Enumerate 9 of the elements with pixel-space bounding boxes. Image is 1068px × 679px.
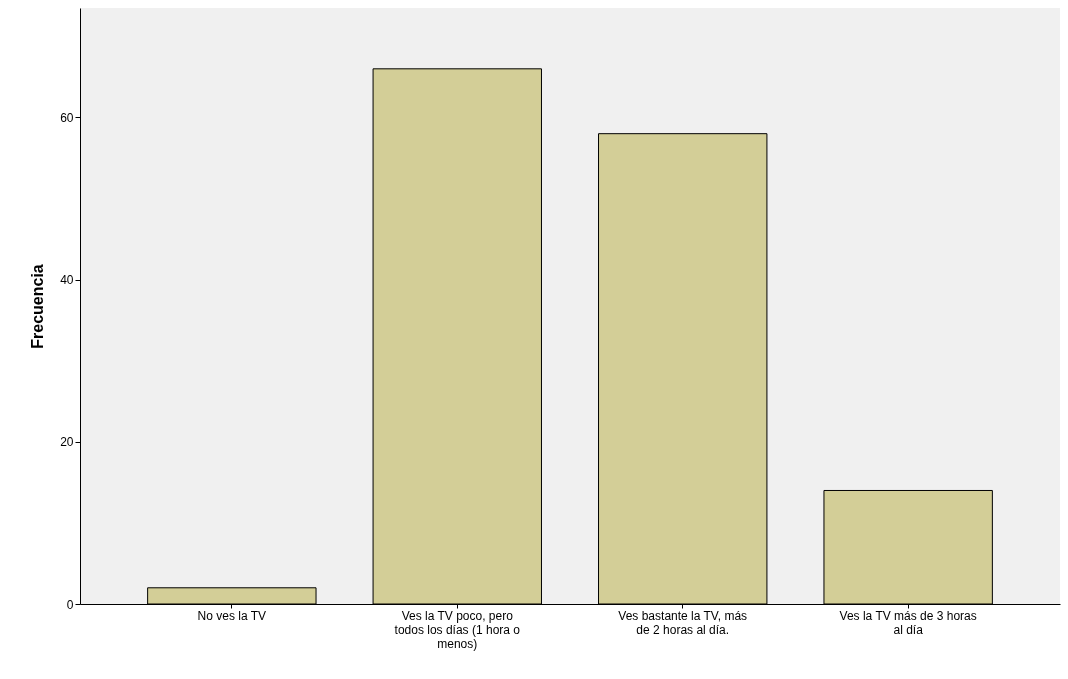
y-tick-label: 0	[66, 597, 74, 612]
y-tick-label: 40	[60, 273, 74, 288]
y-tick-label: 60	[60, 110, 74, 125]
x-tick-label: Ves la TV más de 3 horas al día	[839, 608, 977, 637]
y-tick-label: 20	[60, 435, 74, 450]
x-tick-label: Ves bastante la TV, más de 2 horas al día.	[618, 608, 748, 637]
x-tick-label: No ves la TV	[197, 608, 267, 623]
y-axis-title: Frecuencia	[29, 264, 47, 349]
x-tick-label: Ves la TV poco, pero todos los días (1 hora o menos)	[394, 608, 521, 651]
